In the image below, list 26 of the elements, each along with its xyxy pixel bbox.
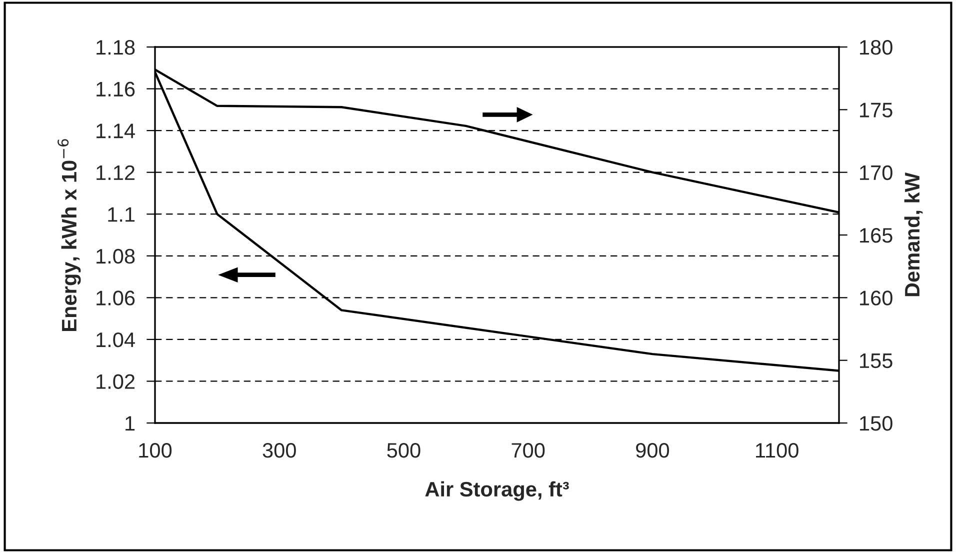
y-tick-label: 1.02 xyxy=(96,374,135,389)
x-tick-label: 700 xyxy=(512,442,545,458)
y-tick-label: 1.04 xyxy=(96,332,135,348)
x-tick-label: 1100 xyxy=(756,442,798,458)
y-tick-label: 1.08 xyxy=(96,248,135,264)
y2-tick-label: 175 xyxy=(860,102,892,118)
y2-tick-label: 155 xyxy=(860,354,892,368)
y2-axis-title: Demand, kW xyxy=(904,172,923,296)
y-tick-label: 1.1 xyxy=(108,207,135,222)
x-tick-label: 300 xyxy=(262,442,296,458)
y-tick-label: 1.06 xyxy=(96,290,135,306)
x-tick-label: 500 xyxy=(387,442,420,458)
y2-tick-label: 165 xyxy=(860,228,892,243)
y-tick-label: 1 xyxy=(126,416,135,431)
x-axis-title: Air Storage, ft³ xyxy=(425,481,569,501)
y-axis-title: Energy, kWh x 10$^{−6}$ xyxy=(58,139,81,332)
y-tick-label: 1.14 xyxy=(96,124,135,138)
y2-tick-label: 160 xyxy=(860,290,892,306)
x-tick-label: 100 xyxy=(139,442,172,458)
y-tick-label: 1.12 xyxy=(96,165,135,180)
y-tick-label: 1.16 xyxy=(96,82,135,97)
y2-tick-label: 150 xyxy=(860,416,892,431)
y-tick-label: 1.18 xyxy=(96,40,135,55)
y2-tick-label: 170 xyxy=(860,165,892,180)
x-tick-label: 900 xyxy=(636,442,670,458)
y2-tick-label: 180 xyxy=(860,40,892,55)
